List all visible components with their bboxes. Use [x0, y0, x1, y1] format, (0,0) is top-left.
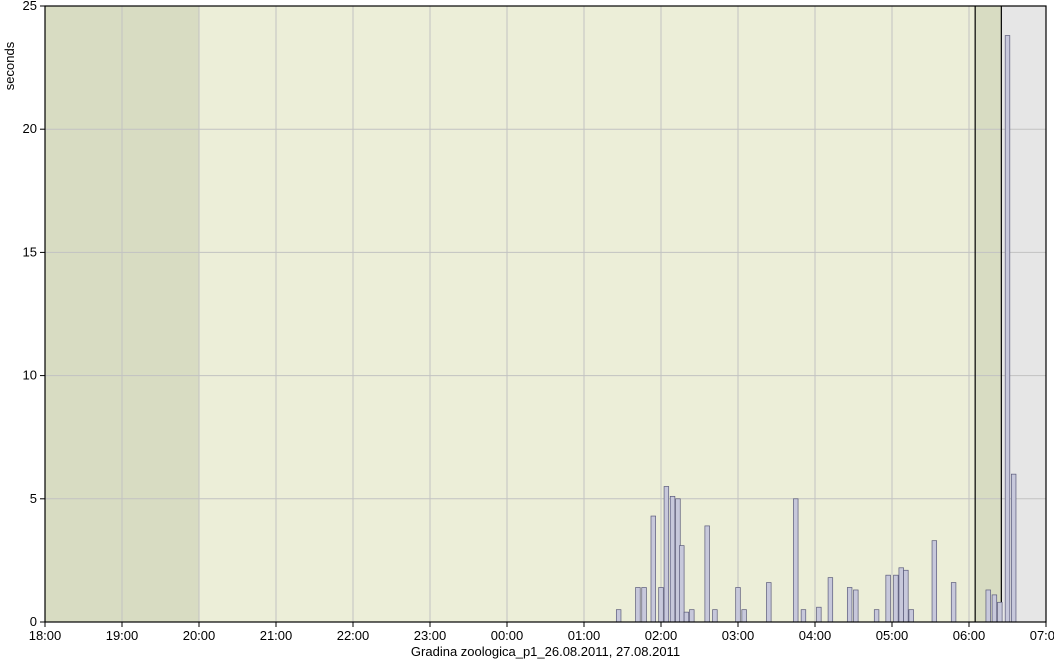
x-tick-label: 22:00: [337, 628, 370, 643]
x-tick-label: 07:00: [1030, 628, 1054, 643]
data-bar: [636, 588, 641, 622]
zone-night: [199, 6, 975, 622]
data-bar: [932, 541, 937, 622]
data-bar: [689, 610, 694, 622]
data-bar: [997, 602, 1002, 622]
data-bar: [670, 496, 675, 622]
data-bar: [886, 575, 891, 622]
data-bar: [828, 578, 833, 622]
x-tick-label: 21:00: [260, 628, 293, 643]
data-bar: [651, 516, 656, 622]
data-bar: [951, 583, 956, 622]
x-axis-title: Gradina zoologica_p1_26.08.2011, 27.08.2…: [411, 644, 680, 659]
data-bar: [1011, 474, 1016, 622]
y-tick-label: 20: [23, 121, 37, 136]
data-bar: [664, 486, 669, 622]
y-tick-label: 10: [23, 368, 37, 383]
x-tick-label: 19:00: [106, 628, 139, 643]
zone-dawn: [975, 6, 1001, 622]
data-bar: [847, 588, 852, 622]
data-bar: [817, 607, 822, 622]
x-tick-label: 00:00: [491, 628, 524, 643]
x-tick-label: 03:00: [722, 628, 755, 643]
data-bar: [904, 570, 909, 622]
chart-svg: 18:00 19:00 20:00 21:00 22:00 23:00 00:00 01:00…: [0, 0, 1054, 659]
x-tick-label: 01:00: [568, 628, 601, 643]
y-tick-label: 5: [30, 491, 37, 506]
x-tick-label: 02:00: [645, 628, 678, 643]
y-tick-label: 25: [23, 0, 37, 13]
x-tick-label: 04:00: [799, 628, 832, 643]
data-bar: [909, 610, 914, 622]
data-bar: [801, 610, 806, 622]
data-bar: [899, 568, 904, 622]
background-zones: [45, 6, 1046, 622]
data-bar: [894, 575, 899, 622]
data-bar: [713, 610, 718, 622]
data-bar: [766, 583, 771, 622]
x-tick-label: 18:00: [29, 628, 62, 643]
chart-container: 18:00 19:00 20:00 21:00 22:00 23:00 00:00 01:00…: [0, 0, 1054, 659]
data-bar: [616, 610, 621, 622]
data-bar: [793, 499, 798, 622]
x-axis: 18:00 19:00 20:00 21:00 22:00 23:00 00:00 01:00…: [29, 622, 1054, 659]
y-axis-title: seconds: [2, 41, 17, 90]
data-bar: [854, 590, 859, 622]
data-bar: [736, 588, 741, 622]
y-tick-label: 15: [23, 244, 37, 259]
x-tick-label: 20:00: [183, 628, 216, 643]
x-tick-label: 05:00: [876, 628, 909, 643]
data-bar: [705, 526, 710, 622]
data-bar: [742, 610, 747, 622]
data-bar: [874, 610, 879, 622]
y-tick-label: 0: [30, 614, 37, 629]
x-tick-label: 23:00: [414, 628, 447, 643]
data-bar: [679, 546, 684, 622]
data-bar: [684, 612, 689, 622]
data-bar: [642, 588, 647, 622]
data-bar: [986, 590, 991, 622]
data-bar: [1005, 36, 1010, 622]
y-axis: 0 5 10 15 20 25 seconds: [2, 0, 45, 629]
x-tick-label: 06:00: [953, 628, 986, 643]
data-bar: [659, 588, 664, 622]
data-bar: [992, 595, 997, 622]
